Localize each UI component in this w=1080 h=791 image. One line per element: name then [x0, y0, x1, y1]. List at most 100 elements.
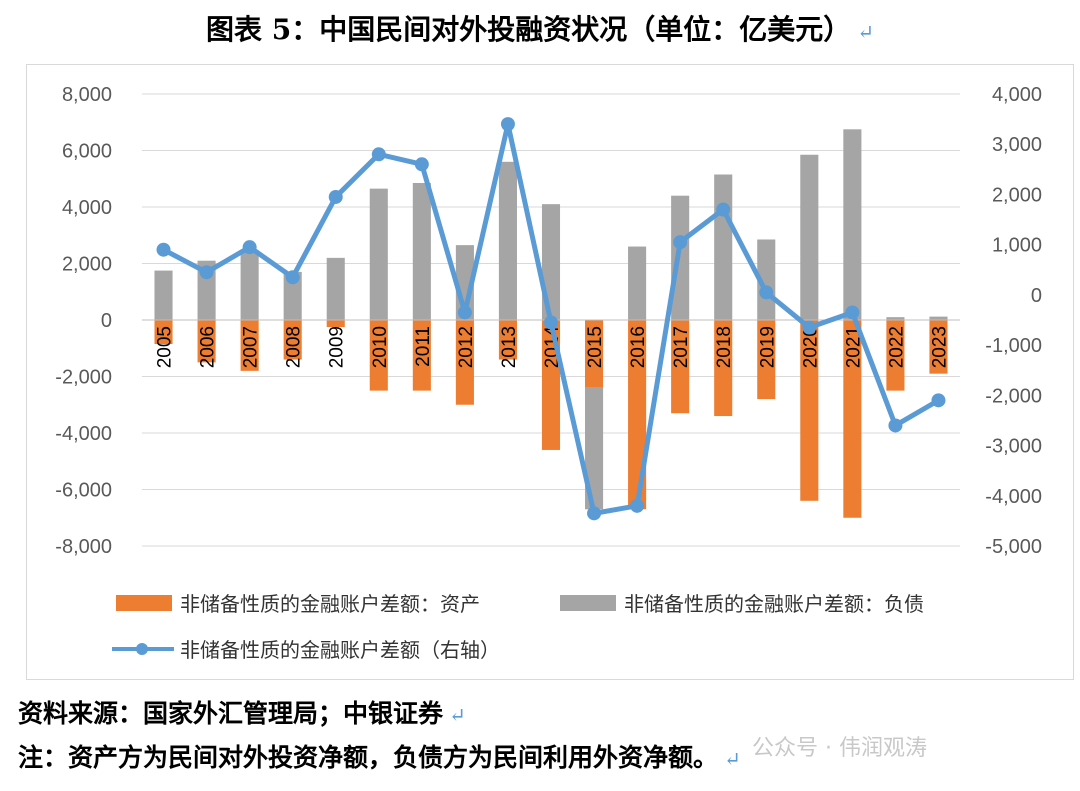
line-point-net [673, 235, 688, 250]
x-axis-tick-label: 2016 [628, 326, 649, 368]
right-axis-tick-label: 2,000 [992, 184, 1042, 206]
line-point-net [802, 320, 817, 335]
right-axis-tick-label: 4,000 [992, 84, 1042, 106]
bar-liabilities [800, 154, 819, 320]
bar-liabilities [326, 257, 345, 320]
bar-liabilities [498, 161, 517, 320]
bar-liabilities [886, 317, 905, 320]
bar-assets [585, 320, 604, 388]
line-point-net [759, 285, 774, 300]
x-axis-tick-label: 2009 [327, 326, 348, 368]
line-point-net [587, 506, 602, 521]
bar-assets [714, 320, 733, 417]
bar-assets [197, 320, 216, 363]
bar-assets [154, 320, 173, 345]
bar-liabilities [154, 270, 173, 320]
legend-item-liabilities: 非储备性质的金融账户差额：负债 [560, 588, 924, 617]
line-point-net [716, 202, 731, 217]
bar-assets [326, 320, 345, 328]
x-axis-tick-label: 2010 [370, 326, 391, 368]
line-point-net [544, 315, 558, 330]
line-point-net [199, 265, 214, 280]
right-axis-tick-label: 3,000 [992, 134, 1042, 156]
left-axis-tick-label: 0 [101, 310, 112, 332]
line-point-net [371, 147, 386, 162]
x-axis-tick-label: 2012 [456, 326, 477, 368]
bar-assets [455, 320, 474, 405]
right-axis-tick-label: -5,000 [985, 536, 1042, 558]
bar-assets [800, 320, 819, 501]
return-mark-icon: ↵ [449, 703, 466, 727]
legend-item-assets: 非储备性质的金融账户差额：资产 [116, 588, 480, 617]
line-point-net [500, 117, 515, 132]
legend-label-assets: 非储备性质的金融账户差额：资产 [180, 592, 480, 616]
x-axis-tick-label: 2018 [714, 326, 735, 368]
x-axis-tick-label: 2019 [757, 326, 778, 368]
bar-assets [498, 320, 517, 360]
left-axis-tick-label: 6,000 [62, 141, 112, 163]
bar-assets [929, 320, 948, 374]
watermark: 公众号 · 伟润观涛 [752, 736, 927, 761]
bar-liabilities [671, 195, 690, 320]
left-axis-tick-label: 2,000 [62, 254, 112, 276]
legend-swatch-net [112, 641, 174, 657]
right-axis-tick-label: -3,000 [985, 436, 1042, 458]
line-point-net [414, 157, 429, 172]
x-axis-tick-label: 2006 [198, 326, 219, 368]
right-axis-tick-label: -2,000 [985, 385, 1042, 407]
bar-liabilities [240, 252, 259, 320]
bar-assets [843, 320, 862, 518]
line-point-net [285, 270, 300, 285]
legend-swatch-liabilities [560, 594, 616, 611]
bar-assets [671, 320, 690, 414]
x-axis-tick-label: 2011 [413, 326, 434, 367]
line-point-net [630, 498, 645, 513]
legend-label-liabilities: 非储备性质的金融账户差额：负债 [624, 592, 924, 616]
chart-title: 图表 5：中国民间对外投融资状况（单位：亿美元） ↵ [0, 8, 1080, 48]
left-axis-tick-label: -6,000 [55, 480, 112, 502]
bar-liabilities [714, 174, 733, 320]
x-axis-tick-label: 2017 [671, 326, 692, 368]
line-point-net [845, 305, 860, 320]
source-note: 资料来源：国家外汇管理局；中银证券 ↵ [18, 694, 466, 730]
right-axis-tick-label: 1,000 [992, 235, 1042, 257]
x-axis-tick-label: 2022 [886, 326, 907, 368]
bar-assets [412, 320, 431, 391]
bar-assets [283, 320, 302, 360]
right-axis-tick-label: 0 [1031, 285, 1042, 307]
bar-liabilities [412, 182, 431, 320]
right-axis-tick-label: -4,000 [985, 486, 1042, 508]
bar-liabilities [585, 387, 604, 510]
right-axis-tick-label: -1,000 [985, 335, 1042, 357]
left-axis-tick-label: 8,000 [62, 84, 112, 106]
x-axis-tick-label: 2020 [800, 326, 821, 368]
bar-assets [369, 320, 388, 391]
bar-assets [886, 320, 905, 391]
chart-frame [26, 64, 1074, 680]
bar-assets [628, 320, 647, 510]
footnote-text: 注：资产方为民间对外投资净额，负债方为民间利用外资净额。 [18, 743, 719, 772]
x-axis-tick-label: 2007 [241, 326, 262, 368]
bar-liabilities [757, 239, 776, 320]
line-point-net [931, 393, 946, 408]
return-mark-icon: ↵ [724, 747, 741, 771]
x-axis-tick-label: 2005 [155, 326, 176, 368]
x-axis-tick-label: 2008 [284, 326, 305, 368]
bar-liabilities [628, 246, 647, 320]
bar-assets [240, 320, 259, 371]
line-point-net [156, 242, 171, 257]
source-note-text: 资料来源：国家外汇管理局；中银证券 [18, 699, 444, 728]
left-axis-tick-label: -4,000 [55, 423, 112, 445]
x-axis-tick-label: 2023 [929, 326, 950, 368]
legend-swatch-assets [116, 594, 172, 611]
line-point-net [328, 189, 343, 204]
line-point-net [457, 305, 472, 320]
legend-item-net: 非储备性质的金融账户差额（右轴） [112, 634, 500, 663]
footnote: 注：资产方为民间对外投资净额，负债方为民间利用外资净额。 ↵ [18, 738, 741, 774]
return-mark-icon: ↵ [857, 20, 874, 44]
line-point-net [888, 418, 903, 433]
x-axis-tick-label: 2015 [585, 326, 606, 368]
bar-liabilities [369, 188, 388, 320]
chart-title-text: 图表 5：中国民间对外投融资状况（单位：亿美元） [206, 13, 852, 46]
